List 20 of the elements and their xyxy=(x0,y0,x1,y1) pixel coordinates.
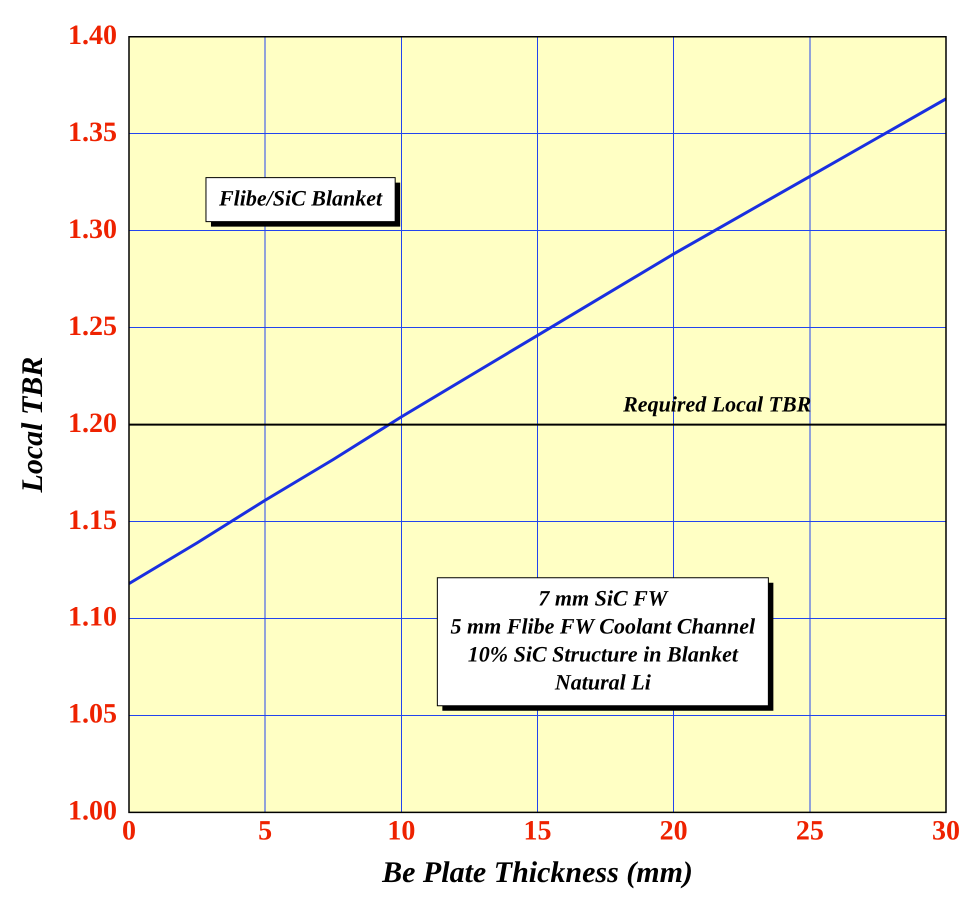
y-tick-label: 1.00 xyxy=(68,796,117,827)
annotation: Flibe/SiC Blanket xyxy=(218,185,384,210)
x-tick-label: 15 xyxy=(524,815,552,846)
x-tick-label: 5 xyxy=(258,815,272,846)
y-tick-label: 1.20 xyxy=(68,408,117,439)
y-tick-label: 1.40 xyxy=(68,20,117,52)
x-tick-label: 0 xyxy=(122,815,136,846)
x-tick-label: 20 xyxy=(660,815,688,846)
y-tick-label: 1.25 xyxy=(68,310,117,342)
y-tick-label: 1.15 xyxy=(68,504,117,536)
x-tick-label: 10 xyxy=(387,815,416,846)
x-tick-label: 25 xyxy=(796,815,824,846)
y-axis-title: Local TBR xyxy=(16,356,49,494)
y-tick-label: 1.30 xyxy=(68,214,117,245)
x-tick-label: 30 xyxy=(932,815,960,846)
y-tick-label: 1.35 xyxy=(68,116,117,148)
y-tick-label: 1.05 xyxy=(68,698,117,730)
y-tick-label: 1.10 xyxy=(68,602,117,633)
annotation: 7 mm SiC FW 5 mm Flibe FW Coolant Channel 10% SiC Structure in Blanket Natural Li xyxy=(450,585,756,694)
x-axis-title: Be Plate Thickness (mm) xyxy=(381,856,693,889)
